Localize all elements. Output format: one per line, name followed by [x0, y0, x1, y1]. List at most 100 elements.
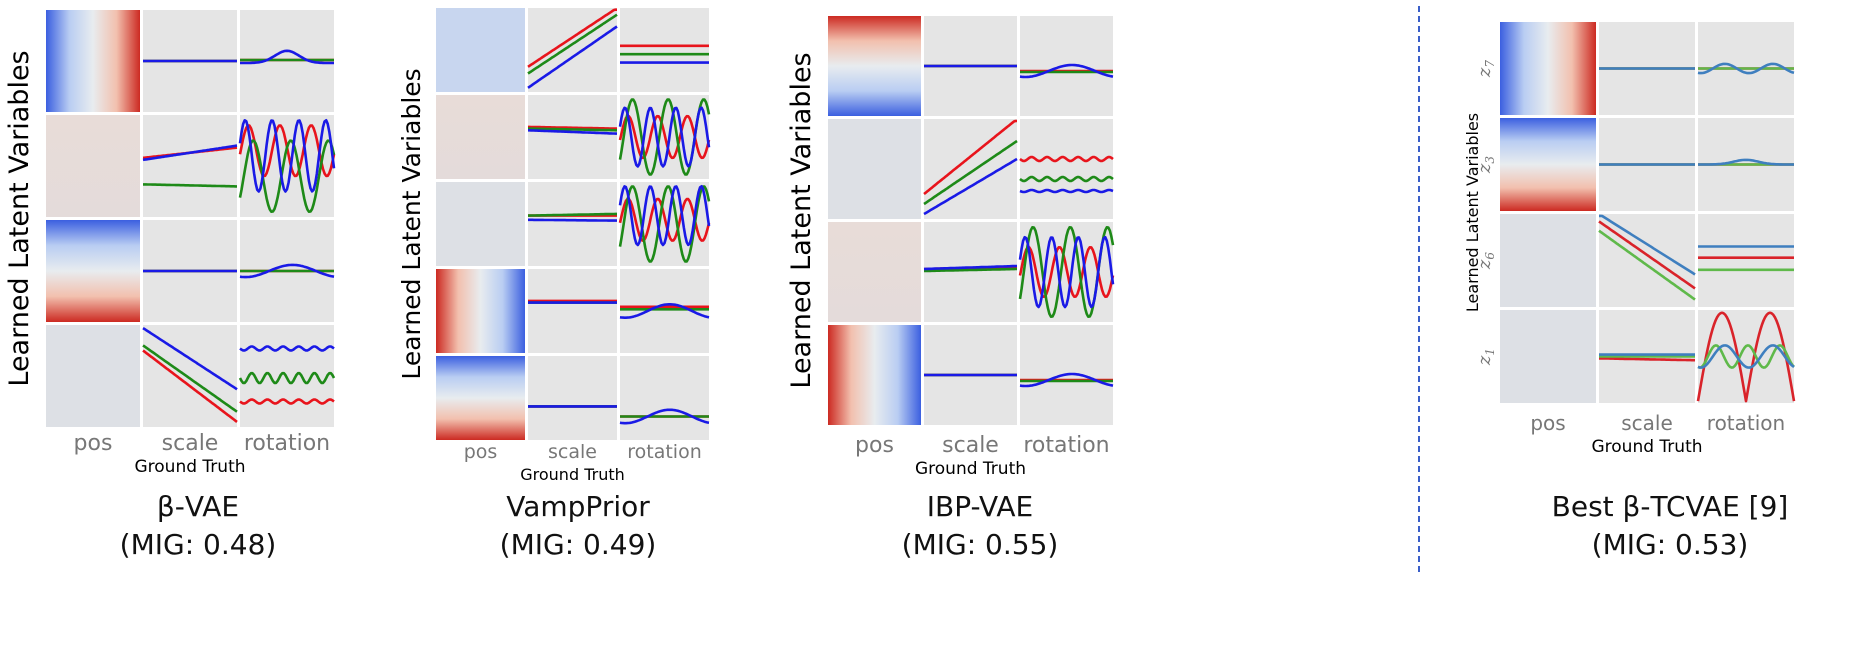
cell-scale: [1599, 118, 1695, 211]
pos-heatmap: [828, 119, 921, 219]
series-line-blue: [1019, 63, 1114, 79]
pos-heatmap: [436, 182, 525, 266]
cell-pos: [436, 8, 525, 92]
cell-pos: [1500, 310, 1596, 403]
panel-vampprior-chart: Learned Latent Variables pos scale rotation…: [397, 8, 711, 484]
row-label: z7: [1474, 60, 1497, 78]
panel-ibp-vae-chart: Learned Latent Variables pos scale rotation…: [786, 16, 1115, 479]
cell-scale: [1599, 310, 1695, 403]
pos-heatmap: [436, 95, 525, 179]
cell-pos: [46, 10, 140, 112]
cell-rotation: [1019, 119, 1114, 219]
x-axis-label: Ground Truth: [134, 457, 245, 477]
cell-pos: [828, 16, 921, 116]
cell-scale: [923, 222, 1017, 322]
cell-scale: [528, 356, 617, 440]
row-label: z1: [1474, 348, 1497, 366]
series-line-blue: [527, 25, 618, 89]
cell-background: [528, 182, 617, 266]
series-line-blue: [618, 185, 711, 247]
cell-rotation: [619, 356, 710, 440]
cell-scale: [924, 325, 1017, 425]
cell-rotation: [618, 95, 711, 179]
x-axis-label: Ground Truth: [520, 465, 625, 484]
pos-heatmap: [1500, 310, 1596, 403]
x-tick-label: rotation: [244, 431, 330, 456]
pos-heatmap: [828, 16, 921, 116]
caption-ibp-vae-mig: (MIG: 0.55): [901, 528, 1059, 561]
series-line-green: [238, 371, 336, 385]
cell-pos: [1500, 214, 1596, 307]
y-axis-label: Learned Latent Variables: [397, 68, 426, 379]
x-axis-label: Ground Truth: [1591, 437, 1702, 457]
caption-beta-tcvae-mig: (MIG: 0.53): [1591, 528, 1749, 561]
cell-rotation: [618, 182, 711, 266]
cell-background: [1698, 214, 1794, 307]
series-line-red: [923, 119, 1017, 196]
series-line-blue: [1697, 344, 1795, 369]
x-tick-label: rotation: [1707, 411, 1785, 435]
cell-pos: [46, 325, 140, 427]
pos-heatmap: [436, 356, 525, 440]
series-line-blue: [142, 144, 238, 162]
series-line-blue: [528, 128, 617, 135]
cell-pos: [1500, 22, 1596, 115]
pos-heatmap: [1500, 214, 1596, 307]
x-tick-label: scale: [1621, 411, 1673, 435]
panel-beta-vae-chart: Learned Latent Variables pos scale rotation…: [4, 10, 336, 477]
series-line-green: [528, 212, 617, 217]
cell-pos: [828, 222, 921, 322]
caption-vampprior-title: VampPrior: [506, 490, 650, 523]
series-line-red: [1598, 220, 1696, 290]
series-line-green: [923, 139, 1018, 206]
y-axis-label: Learned Latent Variables: [4, 50, 35, 386]
series-line-blue: [1697, 62, 1795, 75]
cell-scale: [143, 220, 237, 322]
series-line-red: [528, 125, 617, 130]
series-line-blue: [238, 119, 336, 193]
x-tick-label: pos: [464, 441, 498, 463]
series-line-green: [238, 139, 336, 213]
cell-scale: [528, 269, 617, 353]
series-line-blue: [239, 345, 335, 352]
series-line-blue: [1698, 158, 1794, 166]
cell-rotation: [619, 269, 710, 353]
x-tick-label: pos: [855, 433, 894, 458]
series-line-red: [527, 8, 617, 68]
cell-pos: [436, 356, 525, 440]
series-line-red: [239, 398, 335, 405]
series-line-blue: [619, 302, 710, 320]
cell-scale: [527, 8, 618, 92]
x-tick-label: rotation: [627, 441, 702, 463]
pos-heatmap: [1500, 118, 1596, 211]
cell-scale: [528, 182, 617, 266]
panel-beta-vae: Learned Latent Variables pos scale rotation…: [4, 8, 338, 478]
cell-scale: [142, 115, 238, 217]
cell-rotation: [1696, 310, 1796, 403]
series-line-blue: [142, 326, 238, 391]
panel-ibp-vae: Learned Latent Variables pos scale rotation…: [784, 14, 1124, 479]
cell-rotation: [1018, 222, 1115, 322]
x-tick-label: pos: [1530, 411, 1565, 435]
cell-background: [620, 8, 709, 92]
caption-beta-tcvae: Best β-TCVAE [9] (MIG: 0.53): [1500, 488, 1840, 564]
cell-rotation: [1019, 16, 1114, 116]
series-line-red: [142, 349, 238, 423]
cell-rotation: [238, 325, 336, 427]
series-line-blue: [239, 263, 335, 279]
cell-background: [528, 356, 617, 440]
cell-rotation: [238, 115, 336, 217]
y-axis-label: Learned Latent Variables: [786, 52, 817, 388]
series-line-green: [527, 13, 618, 75]
cell-background: [620, 356, 709, 440]
cell-scale: [924, 16, 1017, 116]
pos-heatmap: [436, 8, 525, 92]
series-line-red: [1019, 155, 1114, 163]
cell-background: [528, 269, 617, 353]
cell-scale: [143, 10, 237, 112]
x-tick-label: scale: [942, 433, 999, 458]
cell-pos: [828, 119, 921, 219]
x-tick-label: rotation: [1023, 433, 1109, 458]
panel-vampprior: Learned Latent Variables pos scale rotation…: [397, 6, 718, 486]
